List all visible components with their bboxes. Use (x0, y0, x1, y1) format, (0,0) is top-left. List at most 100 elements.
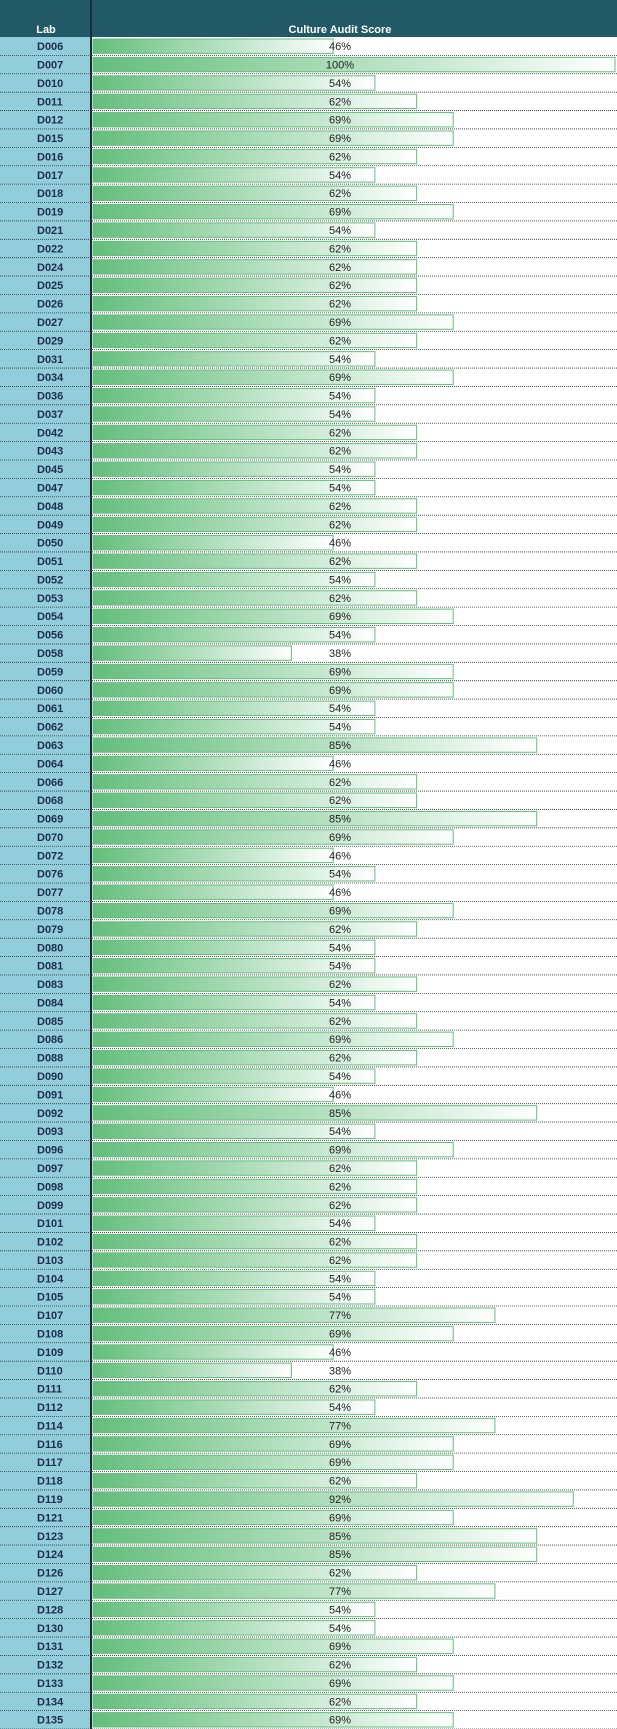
score-bar (92, 1050, 418, 1066)
score-bar (92, 700, 376, 716)
lab-label: D015 (37, 133, 63, 145)
score-label: 69% (329, 1034, 351, 1046)
score-bar (92, 1031, 454, 1048)
lab-label: D022 (37, 243, 63, 255)
score-bar (92, 1564, 418, 1581)
score-label: 54% (329, 869, 351, 881)
lab-label: D026 (37, 299, 63, 311)
score-label: 54% (329, 225, 351, 237)
score-label: 85% (329, 1531, 351, 1543)
lab-label: D062 (37, 722, 63, 734)
lab-label: D064 (37, 758, 64, 770)
score-bar (92, 994, 376, 1011)
score-label: 62% (329, 777, 351, 789)
lab-label: D050 (37, 538, 63, 550)
lab-label: D025 (37, 280, 63, 292)
score-bar (92, 1675, 454, 1691)
score-bar (92, 1546, 538, 1562)
score-bar (92, 259, 418, 275)
score-bar (92, 1141, 454, 1158)
lab-label: D048 (37, 501, 63, 513)
lab-label: D110 (37, 1365, 63, 1377)
score-label: 62% (329, 151, 351, 163)
score-bar (92, 1638, 454, 1654)
score-label: 62% (329, 1696, 351, 1708)
lab-label: D107 (37, 1310, 63, 1322)
score-bar (92, 314, 454, 330)
score-label: 46% (329, 41, 351, 53)
lab-label: D081 (37, 961, 63, 973)
score-label: 46% (329, 758, 351, 770)
score-label: 69% (329, 905, 351, 917)
score-label: 54% (329, 961, 351, 973)
lab-label: D076 (37, 869, 63, 881)
lab-label: D070 (37, 832, 63, 844)
score-label: 62% (329, 427, 351, 439)
score-label: 54% (329, 354, 351, 366)
score-label: 54% (329, 630, 351, 642)
score-bar (92, 1436, 454, 1452)
score-bar (92, 406, 376, 422)
lab-label: D112 (37, 1402, 63, 1414)
score-bar (92, 737, 538, 753)
score-bar (92, 93, 418, 110)
lab-label: D069 (37, 814, 63, 826)
score-bar (92, 1399, 376, 1415)
score-bar (92, 38, 334, 54)
score-bar (92, 1381, 418, 1397)
score-bar (92, 295, 418, 312)
score-bar (92, 1362, 292, 1379)
score-label: 62% (329, 924, 351, 936)
score-bar (92, 1160, 418, 1176)
lab-label: D061 (37, 703, 63, 715)
score-label: 69% (329, 666, 351, 678)
lab-label: D104 (37, 1273, 64, 1285)
score-label: 54% (329, 1218, 351, 1230)
header-lab: Lab (36, 24, 56, 36)
score-label: 62% (329, 335, 351, 347)
lab-label: D034 (37, 372, 64, 384)
score-label: 62% (329, 188, 351, 200)
lab-label: D114 (37, 1420, 64, 1432)
score-bar (92, 645, 292, 661)
score-label: 54% (329, 1623, 351, 1635)
lab-label: D029 (37, 335, 63, 347)
lab-label: D090 (37, 1071, 63, 1083)
lab-label: D068 (37, 795, 63, 807)
lab-label: D135 (37, 1715, 63, 1727)
score-label: 62% (329, 1568, 351, 1580)
score-bar (92, 663, 454, 680)
lab-label: D021 (37, 225, 63, 237)
lab-label: D037 (37, 409, 63, 421)
score-bar (92, 1197, 418, 1213)
score-bar (92, 387, 376, 404)
header-score: Culture Audit Score (289, 24, 392, 36)
score-label: 62% (329, 593, 351, 605)
score-label: 62% (329, 795, 351, 807)
score-bar (92, 443, 418, 459)
lab-label: D132 (37, 1660, 63, 1672)
score-label: 69% (329, 133, 351, 145)
score-label: 69% (329, 1512, 351, 1524)
lab-label: D108 (37, 1328, 63, 1340)
score-bar (92, 535, 334, 551)
lab-label: D092 (37, 1108, 63, 1120)
score-bar (92, 792, 418, 808)
score-bar (92, 939, 376, 956)
lab-label: D066 (37, 777, 63, 789)
score-bar (92, 774, 418, 790)
score-label: 62% (329, 280, 351, 292)
lab-label: D118 (37, 1476, 63, 1488)
score-bar (92, 1289, 376, 1305)
lab-label: D080 (37, 942, 63, 954)
lab-label: D031 (37, 354, 63, 366)
lab-label: D051 (37, 556, 63, 568)
lab-label: D010 (37, 78, 63, 90)
lab-label: D012 (37, 115, 63, 127)
score-label: 54% (329, 1402, 351, 1414)
score-bar (92, 608, 454, 625)
lab-label: D111 (37, 1384, 62, 1396)
score-label: 54% (329, 574, 351, 586)
score-bar (92, 222, 376, 238)
lab-label: D024 (37, 262, 64, 274)
